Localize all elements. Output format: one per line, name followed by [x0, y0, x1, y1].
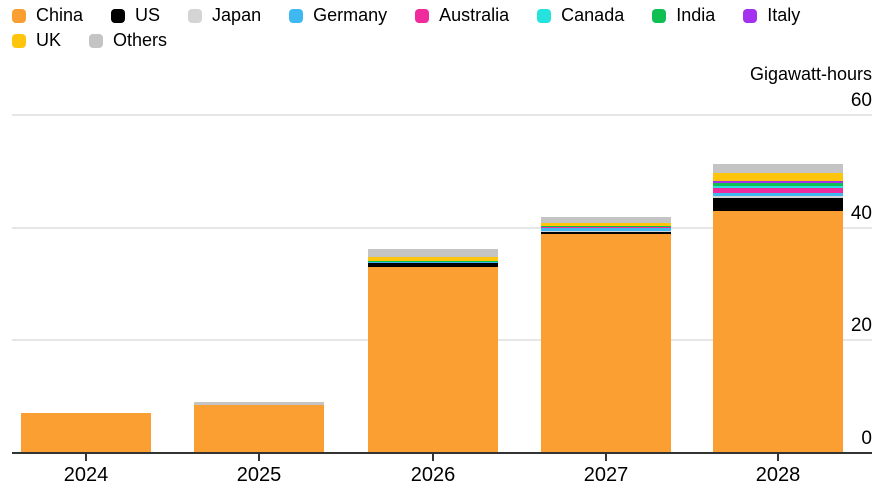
y-axis-unit-label: Gigawatt-hours [749, 64, 872, 84]
legend-row-2: UK Others [12, 28, 828, 53]
legend-item-china: China [12, 3, 83, 28]
legend-item-australia: Australia [415, 3, 509, 28]
legend-item-japan: Japan [188, 3, 261, 28]
bar-2024 [21, 413, 151, 453]
x-axis-label-2028: 2028 [755, 464, 801, 486]
bar-segment-australia-2027 [541, 227, 671, 229]
legend-item-us: US [111, 3, 160, 28]
legend-swatch-canada [537, 8, 552, 23]
bar-segment-china-2025 [194, 405, 324, 453]
legend-label-germany: Germany [313, 5, 388, 25]
x-tick-2024 [85, 454, 87, 461]
legend-label-uk: UK [36, 30, 62, 50]
legend-item-uk: UK [12, 28, 61, 53]
bar-segment-germany-2028 [713, 193, 843, 197]
bar-segment-italy-2027 [541, 225, 671, 227]
legend: China US Japan Germany Australia Canada India I… [12, 3, 828, 53]
x-axis-label-2026: 2026 [410, 464, 456, 486]
bar-segment-china-2028 [713, 211, 843, 453]
legend-swatch-india [652, 8, 667, 23]
bar-segment-germany-2026 [368, 262, 498, 263]
y-tick-label-40: 40 [850, 202, 872, 224]
x-tick-2027 [605, 454, 607, 461]
x-tick-2026 [432, 454, 434, 461]
legend-swatch-japan [188, 8, 203, 23]
bar-segment-others-2027 [541, 216, 671, 223]
legend-swatch-uk [12, 33, 26, 48]
legend-row-1: China US Japan Germany Australia Canada India I… [12, 3, 828, 28]
legend-swatch-others [89, 33, 104, 48]
bar-segment-canada-2027 [541, 226, 671, 228]
legend-label-india: India [676, 5, 716, 25]
bar-segment-uk-2027 [541, 222, 671, 226]
legend-swatch-australia [415, 8, 430, 23]
bar-segment-us-2027 [541, 231, 671, 235]
legend-label-australia: Australia [439, 5, 510, 25]
bar-segment-australia-2026 [368, 261, 498, 263]
x-axis-label-2027: 2027 [583, 464, 629, 486]
bar-segment-china-2024 [21, 413, 151, 453]
x-axis-label-2025: 2025 [236, 464, 282, 486]
y-tick-label-60: 60 [850, 90, 872, 111]
legend-label-japan: Japan [212, 5, 262, 25]
legend-label-china: China [36, 5, 84, 25]
bar-segment-canada-2028 [713, 186, 843, 188]
bar-segment-others-2025 [194, 402, 324, 406]
x-tick-2025 [258, 454, 260, 461]
bar-segment-japan-2028 [713, 196, 843, 198]
legend-label-us: US [135, 5, 161, 25]
y-tick-label-0: 0 [861, 428, 872, 449]
bar-segment-china-2026 [368, 267, 498, 453]
x-tick-2028 [777, 454, 779, 461]
bar-segment-australia-2028 [713, 187, 843, 194]
gridline-40 [12, 226, 872, 229]
bar-2028 [713, 164, 843, 453]
x-axis-label-2024: 2024 [63, 464, 109, 486]
bar-segment-india-2027 [541, 226, 671, 227]
legend-swatch-us [111, 8, 126, 23]
bar-segment-uk-2026 [368, 256, 498, 261]
bar-segment-uk-2028 [713, 173, 843, 181]
legend-swatch-italy [743, 8, 758, 23]
y-tick-label-20: 20 [850, 315, 872, 337]
legend-item-others: Others [89, 28, 167, 53]
bar-segment-india-2026 [368, 261, 498, 262]
legend-item-india: India [652, 3, 715, 28]
legend-swatch-germany [289, 8, 304, 23]
legend-label-canada: Canada [561, 5, 625, 25]
legend-label-others: Others [113, 30, 168, 50]
bar-segment-india-2028 [713, 183, 843, 187]
bar-segment-italy-2028 [713, 180, 843, 184]
bar-segment-others-2026 [368, 248, 498, 257]
bar-2025 [194, 402, 324, 453]
legend-label-italy: Italy [767, 5, 801, 25]
bar-segment-china-2027 [541, 234, 671, 453]
bar-segment-us-2028 [713, 197, 843, 212]
bar-2026 [368, 248, 498, 453]
bar-segment-japan-2027 [541, 231, 671, 232]
gridline-60 [12, 114, 872, 116]
bar-segment-us-2026 [368, 263, 498, 268]
legend-swatch-china [12, 8, 26, 23]
legend-item-canada: Canada [537, 3, 624, 28]
legend-item-italy: Italy [743, 3, 800, 28]
bar-segment-others-2028 [713, 164, 843, 174]
legend-item-germany: Germany [289, 3, 387, 28]
x-axis-baseline [12, 452, 872, 454]
bar-2027 [541, 216, 671, 453]
bar-segment-germany-2027 [541, 228, 671, 232]
